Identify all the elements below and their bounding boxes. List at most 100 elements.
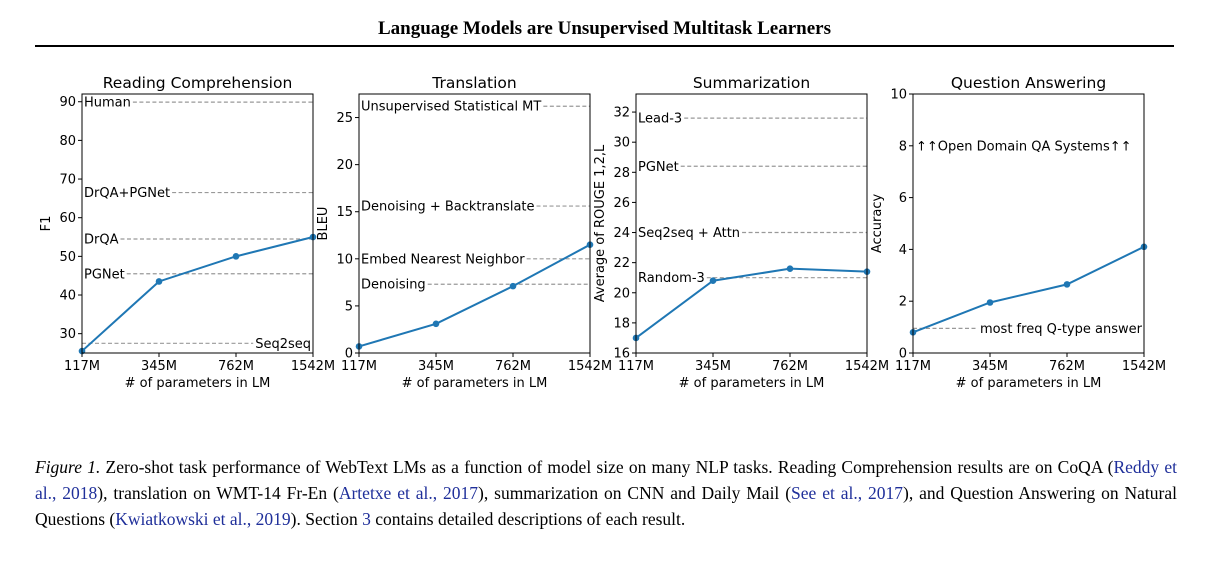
x-tick-label: 1542M <box>291 359 335 374</box>
chart-panel: Translation # of parameters in LM BLEU Unsu… <box>316 74 612 391</box>
y-tick-label: 50 <box>59 250 76 265</box>
y-tick-label: 20 <box>613 286 630 301</box>
reference-label: Seq2seq + Attn <box>638 226 740 241</box>
reference-label: Unsupervised Statistical MT <box>361 100 541 115</box>
data-point <box>432 320 440 328</box>
y-tick-label: 5 <box>345 299 353 314</box>
caption-text: ), and Question Answering on Natural Que… <box>35 483 1177 529</box>
reference-label: Seq2seq <box>255 337 311 352</box>
x-axis-label: # of parameters in LM <box>402 376 548 391</box>
citation-link[interactable]: See et al., 2017 <box>791 483 904 503</box>
chart-panel: Reading Comprehension # of parameters in … <box>39 74 335 391</box>
y-tick-label: 16 <box>613 347 630 362</box>
plot-frame <box>912 93 1145 354</box>
x-tick-label: 762M <box>1049 359 1085 374</box>
series-line <box>358 243 591 348</box>
y-tick-label: 30 <box>59 327 76 342</box>
section-link[interactable]: 3 <box>362 509 371 529</box>
x-tick-label: 1542M <box>845 359 889 374</box>
annotation-label: ↑↑Open Domain QA Systems↑↑ <box>916 139 1132 154</box>
y-tick-label: 2 <box>899 295 907 310</box>
chart-panel: Summarization # of parameters in LM Averag… <box>593 74 889 391</box>
x-tick-label: 117M <box>341 359 377 374</box>
x-axis-label: # of parameters in LM <box>679 376 825 391</box>
y-tick-label: 26 <box>613 196 630 211</box>
figure-caption: Figure 1. Zero-shot task performance of … <box>35 454 1177 532</box>
reference-label: Random-3 <box>638 271 705 286</box>
x-tick-label: 117M <box>64 359 100 374</box>
caption-text: ). Section <box>290 509 363 529</box>
data-point <box>709 277 717 285</box>
y-tick-label: 10 <box>890 88 907 103</box>
reference-label: most freq Q-type answer <box>980 322 1143 337</box>
citation-link[interactable]: Kwiatkowski et al., 2019 <box>115 509 291 529</box>
x-tick-label: 345M <box>695 359 731 374</box>
caption-text: contains detailed descriptions of each r… <box>370 509 686 529</box>
reference-label: DrQA+PGNet <box>84 186 170 201</box>
y-axis-label: Accuracy <box>870 194 885 254</box>
y-tick-label: 28 <box>613 166 630 181</box>
y-tick-label: 60 <box>59 211 76 226</box>
header-rule <box>35 45 1174 47</box>
y-tick-label: 70 <box>59 173 76 188</box>
reference-label: PGNet <box>84 267 125 282</box>
reference-label: DrQA <box>84 232 119 247</box>
plot-frame <box>635 93 868 354</box>
y-tick-label: 4 <box>899 243 907 258</box>
series-line <box>81 236 314 352</box>
y-tick-label: 90 <box>59 95 76 110</box>
y-tick-label: 6 <box>899 191 907 206</box>
y-tick-label: 20 <box>336 158 353 173</box>
reference-label: Human <box>84 96 131 111</box>
reference-label: Denoising + Backtranslate <box>361 200 535 215</box>
data-point <box>232 253 240 260</box>
caption-label: Figure 1. <box>35 457 101 477</box>
y-tick-label: 80 <box>59 134 76 149</box>
x-axis-label: # of parameters in LM <box>956 376 1102 391</box>
y-tick-label: 32 <box>613 106 630 121</box>
x-tick-label: 762M <box>772 359 808 374</box>
series-line <box>912 245 1145 334</box>
plot-frame <box>358 93 591 354</box>
chart-panel: Question Answering # of parameters in LM A… <box>870 74 1166 391</box>
x-tick-label: 345M <box>141 359 177 374</box>
citation-link[interactable]: Reddy et al., 2018 <box>35 457 1177 503</box>
x-tick-label: 1542M <box>568 359 612 374</box>
figure-charts: Reading Comprehension # of parameters in … <box>39 74 1166 391</box>
x-axis-label: # of parameters in LM <box>125 376 271 391</box>
reference-label: Embed Nearest Neighbor <box>361 252 525 267</box>
data-point <box>1063 281 1071 288</box>
y-tick-label: 24 <box>613 226 630 241</box>
chart-title: Translation <box>431 74 516 92</box>
chart-title: Summarization <box>693 74 810 92</box>
y-tick-label: 30 <box>613 136 630 151</box>
y-tick-label: 10 <box>336 252 353 267</box>
y-axis-label: BLEU <box>316 207 331 241</box>
y-axis-label: F1 <box>39 216 54 232</box>
x-tick-label: 117M <box>895 359 931 374</box>
citation-link[interactable]: Artetxe et al., 2017 <box>338 483 479 503</box>
x-tick-label: 1542M <box>1122 359 1166 374</box>
reference-label: Denoising <box>361 278 426 293</box>
y-axis-label: Average of ROUGE 1,2,L <box>593 144 608 302</box>
series-line <box>635 267 868 339</box>
x-tick-label: 345M <box>972 359 1008 374</box>
x-tick-label: 117M <box>618 359 654 374</box>
y-tick-label: 0 <box>899 347 907 362</box>
x-tick-label: 345M <box>418 359 454 374</box>
running-header-title: Language Models are Unsupervised Multita… <box>377 18 831 39</box>
data-point <box>986 299 994 306</box>
y-tick-label: 15 <box>336 205 353 220</box>
chart-title: Question Answering <box>951 74 1106 92</box>
data-point <box>786 265 794 272</box>
reference-label: Lead-3 <box>638 112 682 127</box>
y-tick-label: 8 <box>899 139 907 154</box>
data-point <box>509 282 517 290</box>
y-tick-label: 22 <box>613 256 630 271</box>
reference-label: PGNet <box>638 160 679 175</box>
y-tick-label: 25 <box>336 111 353 126</box>
data-point <box>155 278 163 285</box>
x-tick-label: 762M <box>218 359 254 374</box>
plot-frame <box>81 93 314 354</box>
y-tick-label: 40 <box>59 289 76 304</box>
